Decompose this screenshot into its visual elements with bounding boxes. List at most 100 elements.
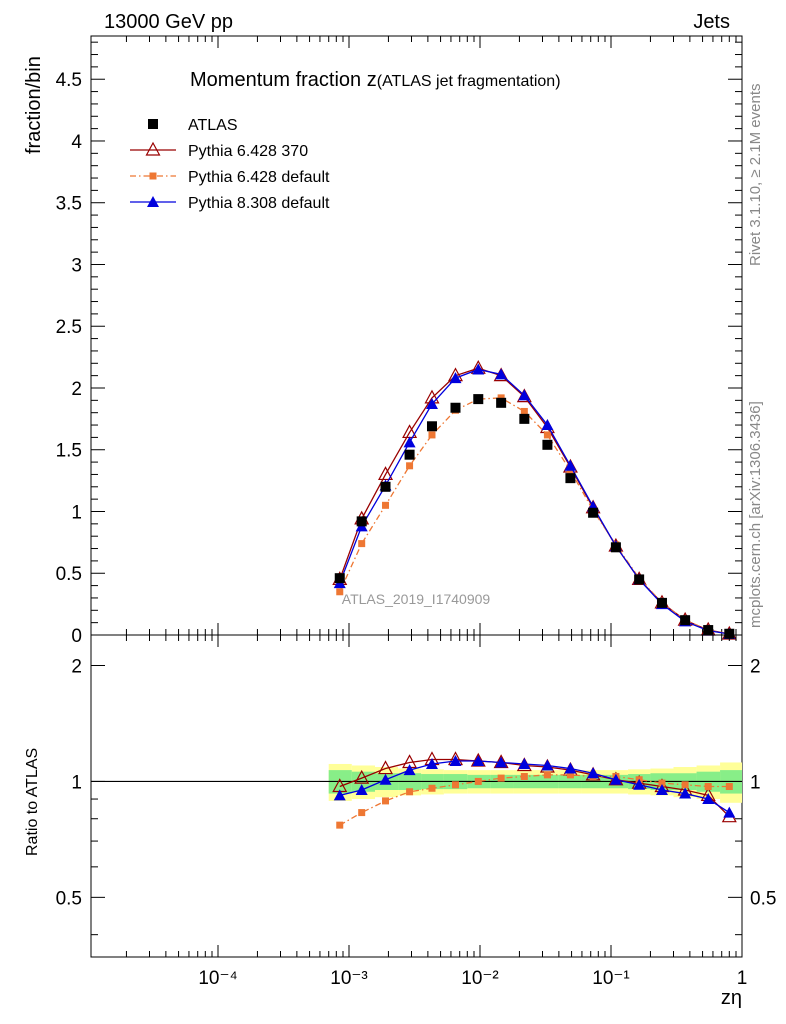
ratio-point-pythia-6-428-default xyxy=(428,784,436,792)
ratio-point-pythia-6-428-default xyxy=(406,788,414,796)
main-point-atlas xyxy=(519,413,530,424)
legend-marker-pythia-8-308-default xyxy=(147,196,159,207)
ratio-y-tick-label-right: 0.5 xyxy=(750,888,776,909)
x-tick-label: 10⁻³ xyxy=(330,968,368,989)
main-point-pythia-8-308-default xyxy=(472,363,485,375)
main-point-atlas xyxy=(634,574,645,585)
main-point-pythia-8-308-default xyxy=(403,436,416,448)
x-tick-label: 10⁻⁴ xyxy=(198,968,237,989)
main-y-tick-label: 3 xyxy=(71,255,82,276)
main-y-tick-label: 1 xyxy=(71,502,82,523)
ratio-y-tick-label-right: 1 xyxy=(750,772,761,793)
legend-label-pythia-6-428-default: Pythia 6.428 default xyxy=(188,169,330,186)
main-point-pythia-8-308-default xyxy=(541,419,554,431)
ratio-point-pythia-8-308-default xyxy=(541,759,554,771)
analysis-watermark: ATLAS_2019_I1740909 xyxy=(342,591,491,607)
main-y-tick-label: 2.5 xyxy=(56,317,82,338)
legend-marker-pythia-6-428-default xyxy=(149,172,157,180)
ratio-line-pythia-6-428-default xyxy=(339,774,730,826)
ratio-point-pythia-6-428-default xyxy=(681,781,689,789)
x-tick-label: 1 xyxy=(737,968,748,989)
main-point-pythia-6-428-default xyxy=(406,462,414,470)
legend-label-pythia-8-308-default: Pythia 8.308 default xyxy=(188,195,330,212)
ratio-point-pythia-6-428-370 xyxy=(354,769,370,784)
header-right-label: Jets xyxy=(693,11,730,33)
ratio-point-pythia-8-308-default xyxy=(355,783,368,795)
main-point-atlas xyxy=(334,573,345,584)
ratio-point-pythia-8-308-default xyxy=(518,757,531,769)
main-point-pythia-8-308-default xyxy=(449,372,462,384)
chart-title-sub: (ATLAS jet fragmentation) xyxy=(377,73,561,90)
ratio-point-pythia-6-428-370 xyxy=(378,760,394,775)
ratio-point-pythia-6-428-default xyxy=(520,772,528,780)
main-y-tick-label: 2 xyxy=(71,379,82,400)
main-point-pythia-8-308-default xyxy=(495,368,508,380)
ratio-point-pythia-6-428-default xyxy=(497,774,505,782)
ratio-point-pythia-8-308-default xyxy=(723,806,736,818)
ratio-frame xyxy=(90,634,743,958)
ratio-point-pythia-6-428-default xyxy=(704,783,712,791)
ratio-point-pythia-6-428-default xyxy=(474,777,482,785)
main-y-tick-label: 0.5 xyxy=(56,564,82,585)
ratio-point-pythia-6-428-default xyxy=(658,779,666,787)
ratio-y-tick-label: 1 xyxy=(71,772,82,793)
main-point-pythia-6-428-default xyxy=(543,431,551,439)
main-point-atlas xyxy=(496,397,507,408)
ratio-point-pythia-8-308-default xyxy=(679,787,692,799)
ratio-point-pythia-8-308-default xyxy=(702,793,715,805)
ratio-point-pythia-8-308-default xyxy=(655,783,668,795)
main-point-atlas xyxy=(703,625,714,636)
legend-marker-atlas xyxy=(148,119,158,129)
ratio-point-pythia-6-428-default xyxy=(543,771,551,779)
main-point-atlas xyxy=(473,394,484,405)
main-point-atlas xyxy=(450,402,461,413)
ratio-y-tick-label: 2 xyxy=(71,656,82,677)
main-point-atlas xyxy=(565,473,576,484)
mcplots-label: mcplots.cern.ch [arXiv:1306.3436] xyxy=(747,401,764,628)
chart-title-main: Momentum fraction z xyxy=(190,69,377,91)
ratio-point-pythia-8-308-default xyxy=(333,789,346,801)
main-point-atlas xyxy=(680,615,691,626)
legend-label-atlas: ATLAS xyxy=(188,117,238,134)
ratio-point-pythia-8-308-default xyxy=(403,764,416,776)
x-axis-title: zη xyxy=(721,987,742,1009)
main-point-atlas xyxy=(426,421,437,432)
ratio-point-pythia-8-308-default xyxy=(472,754,485,766)
ratio-y-axis-title: Ratio to ATLAS xyxy=(24,748,41,856)
main-y-tick-label: 3.5 xyxy=(56,194,82,215)
main-point-pythia-6-428-default xyxy=(336,588,344,596)
legend-label-pythia-6-428-370: Pythia 6.428 370 xyxy=(188,143,308,160)
ratio-point-pythia-8-308-default xyxy=(609,773,622,785)
main-point-pythia-8-308-default xyxy=(425,398,438,410)
main-point-atlas xyxy=(724,628,735,639)
main-point-pythia-6-428-default xyxy=(382,501,390,509)
main-line-pythia-6-428-default xyxy=(339,397,730,635)
main-panel: 0 0.5 1 1.5 2 2.5 3 3.5 4 4.5 xyxy=(56,35,743,647)
ratio-y-tick-label: 0.5 xyxy=(56,888,82,909)
main-y-axis-title: fraction/bin xyxy=(23,56,45,154)
x-tick-label: 10⁻² xyxy=(461,968,499,989)
main-point-atlas xyxy=(356,516,367,527)
main-point-pythia-6-428-default xyxy=(428,431,436,439)
ratio-point-pythia-8-308-default xyxy=(425,757,438,769)
main-point-pythia-6-428-default xyxy=(520,407,528,415)
ratio-panel: 0.5 0.5 1 1 2 2 xyxy=(56,634,776,958)
main-y-tick-label: 1.5 xyxy=(56,441,82,462)
x-tick-label: 10⁻¹ xyxy=(592,968,630,989)
ratio-point-pythia-8-308-default xyxy=(564,762,577,774)
rivet-version-label: Rivet 3.1.10, ≥ 2.1M events xyxy=(747,84,764,267)
ratio-point-pythia-8-308-default xyxy=(449,754,462,766)
main-point-atlas xyxy=(656,597,667,608)
ratio-point-pythia-8-308-default xyxy=(379,773,392,785)
main-point-pythia-8-308-default xyxy=(564,459,577,471)
main-y-tick-label: 4.5 xyxy=(56,70,82,91)
main-point-atlas xyxy=(404,449,415,460)
ratio-point-pythia-6-428-default xyxy=(725,783,733,791)
ratio-point-pythia-6-428-default xyxy=(566,771,574,779)
main-point-atlas xyxy=(610,542,621,553)
legend-marker-pythia-6-428-370 xyxy=(145,141,161,156)
main-point-pythia-6-428-default xyxy=(358,540,366,548)
ratio-point-pythia-6-428-default xyxy=(451,781,459,789)
ratio-point-pythia-6-428-default xyxy=(336,821,344,829)
